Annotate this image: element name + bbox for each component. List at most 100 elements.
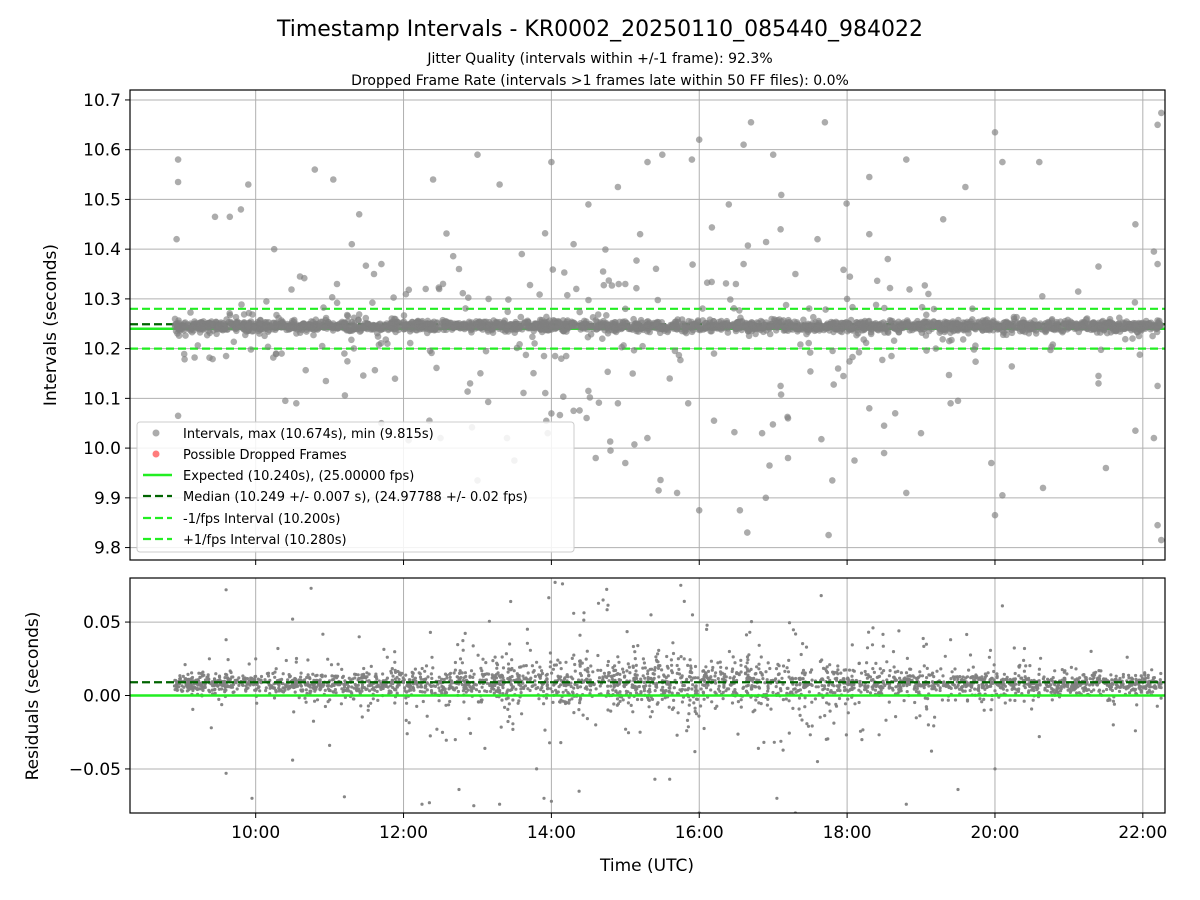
outlier-point	[474, 151, 481, 158]
data-point	[906, 286, 913, 293]
data-point	[688, 658, 692, 662]
data-point	[1037, 691, 1041, 695]
data-point	[615, 703, 619, 707]
outlier-point	[585, 387, 592, 395]
data-point	[1123, 318, 1130, 325]
data-point	[737, 673, 741, 677]
data-point	[810, 668, 814, 672]
data-point	[257, 685, 261, 689]
data-point	[849, 353, 856, 361]
chart-title: Timestamp Intervals - KR0002_20250110_08…	[276, 17, 923, 42]
data-point	[1020, 676, 1024, 680]
data-point	[617, 660, 621, 664]
data-point	[865, 689, 870, 694]
data-point	[853, 331, 860, 339]
outlier-point	[174, 412, 182, 420]
data-point	[732, 280, 740, 288]
data-point	[725, 687, 729, 691]
data-point	[1154, 686, 1158, 690]
data-point	[600, 281, 608, 289]
data-point	[836, 668, 840, 672]
data-point	[1119, 685, 1123, 689]
data-point	[926, 697, 930, 701]
data-point	[619, 318, 627, 326]
data-point	[796, 689, 800, 693]
outlier-point	[429, 176, 437, 183]
data-point	[538, 665, 542, 669]
data-point	[290, 318, 298, 326]
data-point	[411, 671, 415, 675]
data-point	[459, 289, 467, 297]
data-point	[959, 336, 967, 343]
data-point	[1158, 678, 1162, 682]
data-point	[299, 671, 303, 675]
data-point	[621, 667, 625, 671]
data-point	[551, 700, 555, 705]
data-point	[601, 678, 605, 682]
outlier-point	[747, 119, 755, 126]
data-point	[666, 666, 670, 670]
y-tick-label: 10.4	[83, 240, 121, 260]
data-point	[648, 684, 652, 688]
data-point	[643, 666, 647, 670]
outlier-point	[710, 350, 718, 357]
data-point	[468, 675, 472, 679]
data-point	[765, 703, 770, 707]
data-point	[670, 669, 674, 673]
data-point	[373, 323, 380, 331]
data-point	[1005, 675, 1009, 680]
data-point	[1070, 676, 1074, 680]
data-point	[697, 714, 701, 718]
data-point	[241, 674, 245, 678]
data-point	[736, 318, 743, 326]
data-point	[561, 690, 565, 694]
data-point	[1065, 672, 1069, 676]
data-point	[528, 678, 532, 682]
data-point	[920, 674, 925, 678]
data-point	[510, 658, 514, 662]
data-point	[805, 339, 812, 347]
data-point	[872, 670, 877, 675]
data-point	[557, 685, 561, 689]
data-point	[304, 688, 308, 692]
data-point	[182, 332, 189, 339]
data-point	[1099, 679, 1103, 683]
data-point	[739, 663, 743, 667]
data-point	[677, 356, 684, 364]
data-point	[797, 696, 802, 700]
data-point	[935, 669, 939, 673]
data-point	[1091, 683, 1095, 687]
data-point	[706, 669, 711, 674]
data-point	[304, 683, 308, 687]
data-point	[1001, 683, 1005, 687]
data-point	[384, 340, 391, 348]
data-point	[615, 280, 622, 288]
data-point	[1026, 690, 1031, 695]
data-point	[1146, 676, 1150, 680]
data-point	[180, 350, 188, 358]
data-point	[659, 324, 666, 331]
data-point	[938, 688, 942, 693]
data-point	[899, 671, 904, 675]
data-point	[853, 319, 860, 326]
data-point	[972, 358, 979, 366]
data-point	[1126, 686, 1130, 690]
outlier-point	[758, 429, 766, 437]
data-point	[971, 665, 975, 669]
data-point	[588, 678, 592, 682]
data-point	[621, 698, 625, 702]
data-point	[241, 677, 246, 681]
outlier-point	[784, 415, 792, 422]
outlier-point	[485, 295, 492, 303]
outlier-point	[740, 260, 747, 268]
data-point	[887, 686, 891, 690]
data-point	[804, 645, 809, 649]
data-point	[660, 668, 664, 672]
data-point	[824, 324, 831, 332]
data-point	[265, 326, 273, 334]
data-point	[264, 689, 268, 693]
data-point	[641, 657, 646, 661]
data-point	[733, 690, 737, 694]
data-point	[1129, 335, 1136, 342]
data-point	[828, 709, 832, 713]
